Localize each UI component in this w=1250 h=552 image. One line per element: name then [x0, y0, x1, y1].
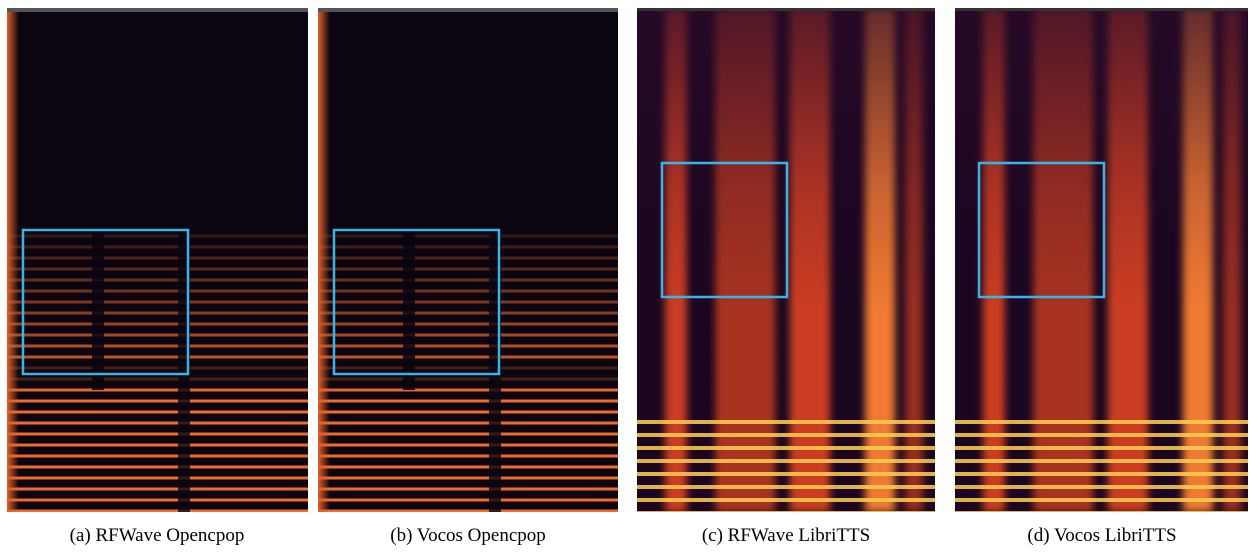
- caption: (a) RFWave Opencpop: [7, 525, 307, 547]
- spectrograms: [0, 0, 1250, 520]
- caption: (b) Vocos Opencpop: [318, 525, 618, 547]
- spectrogram-a: [7, 8, 308, 512]
- spectrogram-b: [318, 8, 618, 512]
- caption: (d) Vocos LibriTTS: [952, 525, 1250, 547]
- figure: (a) RFWave Opencpop (b) Vocos Opencpop (…: [0, 0, 1250, 552]
- caption: (c) RFWave LibriTTS: [636, 525, 936, 547]
- spectrogram-d: [955, 8, 1248, 512]
